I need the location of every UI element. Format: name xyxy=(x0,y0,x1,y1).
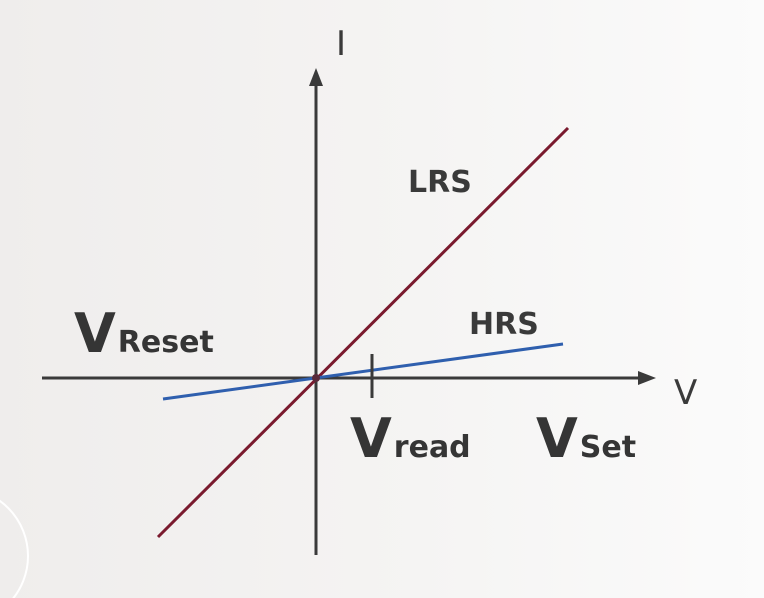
decorative-circle xyxy=(0,499,29,598)
vset-label: VSet xyxy=(536,407,636,470)
hrs-label: HRS xyxy=(469,307,539,342)
vread-label: Vread xyxy=(350,407,471,470)
vset-main: V xyxy=(536,407,578,470)
hrs-curve xyxy=(162,342,564,401)
y-axis-label: I xyxy=(336,24,346,64)
origin-point xyxy=(312,374,320,382)
x-axis-label: V xyxy=(674,373,697,413)
lrs-label: LRS xyxy=(408,165,472,200)
vreset-label: VReset xyxy=(74,302,214,365)
x-axis-arrow-icon xyxy=(638,371,656,385)
lrs-curve xyxy=(156,126,570,539)
y-axis-arrow-icon xyxy=(309,68,323,86)
vread-main: V xyxy=(350,407,392,470)
vset-sub: Set xyxy=(580,430,636,465)
vreset-main: V xyxy=(74,302,116,365)
vreset-sub: Reset xyxy=(118,325,214,360)
vread-sub: read xyxy=(394,430,471,465)
